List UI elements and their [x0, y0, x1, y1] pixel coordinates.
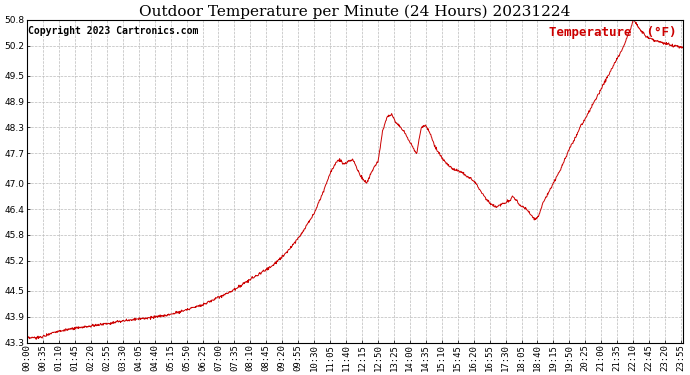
Text: Temperature  (°F): Temperature (°F)	[549, 26, 676, 39]
Title: Outdoor Temperature per Minute (24 Hours) 20231224: Outdoor Temperature per Minute (24 Hours…	[139, 4, 571, 18]
Text: Copyright 2023 Cartronics.com: Copyright 2023 Cartronics.com	[28, 26, 199, 36]
